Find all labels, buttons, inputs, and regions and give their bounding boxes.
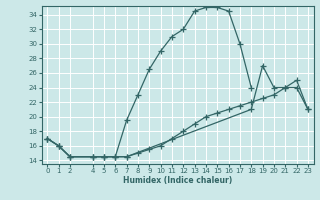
X-axis label: Humidex (Indice chaleur): Humidex (Indice chaleur) <box>123 176 232 185</box>
